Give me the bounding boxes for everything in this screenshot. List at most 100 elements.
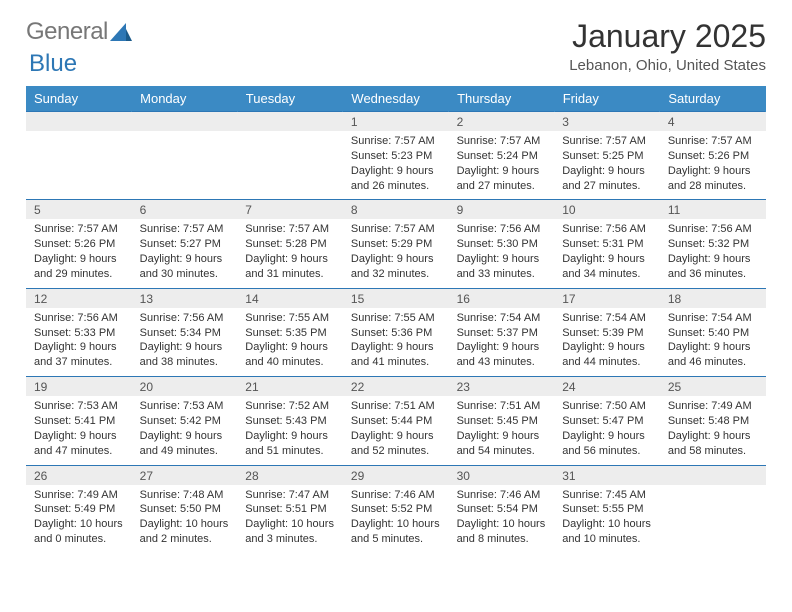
sunset-line: Sunset: 5:45 PM xyxy=(457,414,547,429)
sunrise-line: Sunrise: 7:54 AM xyxy=(668,311,758,326)
date-cell: 21 xyxy=(237,377,343,397)
daylight-line: Daylight: 9 hours and 37 minutes. xyxy=(34,340,124,370)
date-cell: 29 xyxy=(343,465,449,485)
sunrise-line: Sunrise: 7:54 AM xyxy=(457,311,547,326)
sun-cell: Sunrise: 7:46 AMSunset: 5:52 PMDaylight:… xyxy=(343,485,449,553)
daylight-line: Daylight: 9 hours and 28 minutes. xyxy=(668,164,758,194)
date-cell: 22 xyxy=(343,377,449,397)
sun-cell: Sunrise: 7:56 AMSunset: 5:31 PMDaylight:… xyxy=(554,219,660,288)
weekday-header-row: Sunday Monday Tuesday Wednesday Thursday… xyxy=(26,86,766,112)
info-row: Sunrise: 7:57 AMSunset: 5:26 PMDaylight:… xyxy=(26,219,766,288)
daylight-line: Daylight: 10 hours and 0 minutes. xyxy=(34,517,124,547)
sunrise-line: Sunrise: 7:56 AM xyxy=(562,222,652,237)
sunrise-line: Sunrise: 7:52 AM xyxy=(245,399,335,414)
daylight-line: Daylight: 9 hours and 43 minutes. xyxy=(457,340,547,370)
info-row: Sunrise: 7:57 AMSunset: 5:23 PMDaylight:… xyxy=(26,131,766,200)
daylight-line: Daylight: 9 hours and 54 minutes. xyxy=(457,429,547,459)
date-cell: 4 xyxy=(660,112,766,132)
date-cell: 9 xyxy=(449,200,555,220)
date-row: 567891011 xyxy=(26,200,766,220)
sunset-line: Sunset: 5:36 PM xyxy=(351,326,441,341)
col-tuesday: Tuesday xyxy=(237,86,343,112)
logo-text-blue: Blue xyxy=(29,50,77,77)
sun-cell: Sunrise: 7:55 AMSunset: 5:36 PMDaylight:… xyxy=(343,308,449,377)
sun-cell: Sunrise: 7:51 AMSunset: 5:45 PMDaylight:… xyxy=(449,396,555,465)
sunset-line: Sunset: 5:29 PM xyxy=(351,237,441,252)
calendar-table: Sunday Monday Tuesday Wednesday Thursday… xyxy=(26,86,766,553)
daylight-line: Daylight: 9 hours and 38 minutes. xyxy=(140,340,230,370)
col-monday: Monday xyxy=(132,86,238,112)
date-cell: 6 xyxy=(132,200,238,220)
daylight-line: Daylight: 10 hours and 3 minutes. xyxy=(245,517,335,547)
sun-cell: Sunrise: 7:56 AMSunset: 5:30 PMDaylight:… xyxy=(449,219,555,288)
date-cell: 20 xyxy=(132,377,238,397)
sunset-line: Sunset: 5:25 PM xyxy=(562,149,652,164)
date-cell xyxy=(237,112,343,132)
daylight-line: Daylight: 9 hours and 46 minutes. xyxy=(668,340,758,370)
date-cell: 1 xyxy=(343,112,449,132)
date-cell: 8 xyxy=(343,200,449,220)
sun-cell: Sunrise: 7:49 AMSunset: 5:49 PMDaylight:… xyxy=(26,485,132,553)
sun-cell xyxy=(237,131,343,200)
sunset-line: Sunset: 5:37 PM xyxy=(457,326,547,341)
sun-cell: Sunrise: 7:57 AMSunset: 5:24 PMDaylight:… xyxy=(449,131,555,200)
date-cell: 31 xyxy=(554,465,660,485)
logo: General xyxy=(26,18,132,46)
sunrise-line: Sunrise: 7:57 AM xyxy=(668,134,758,149)
col-wednesday: Wednesday xyxy=(343,86,449,112)
date-cell: 5 xyxy=(26,200,132,220)
daylight-line: Daylight: 9 hours and 34 minutes. xyxy=(562,252,652,282)
sunset-line: Sunset: 5:50 PM xyxy=(140,502,230,517)
daylight-line: Daylight: 10 hours and 5 minutes. xyxy=(351,517,441,547)
sunset-line: Sunset: 5:39 PM xyxy=(562,326,652,341)
daylight-line: Daylight: 9 hours and 33 minutes. xyxy=(457,252,547,282)
sunset-line: Sunset: 5:32 PM xyxy=(668,237,758,252)
sun-cell: Sunrise: 7:54 AMSunset: 5:39 PMDaylight:… xyxy=(554,308,660,377)
sunset-line: Sunset: 5:33 PM xyxy=(34,326,124,341)
daylight-line: Daylight: 9 hours and 27 minutes. xyxy=(457,164,547,194)
location-label: Lebanon, Ohio, United States xyxy=(569,57,766,74)
date-cell: 17 xyxy=(554,288,660,308)
daylight-line: Daylight: 9 hours and 32 minutes. xyxy=(351,252,441,282)
date-cell: 3 xyxy=(554,112,660,132)
sun-cell: Sunrise: 7:48 AMSunset: 5:50 PMDaylight:… xyxy=(132,485,238,553)
sunset-line: Sunset: 5:35 PM xyxy=(245,326,335,341)
date-cell xyxy=(132,112,238,132)
col-friday: Friday xyxy=(554,86,660,112)
daylight-line: Daylight: 9 hours and 26 minutes. xyxy=(351,164,441,194)
daylight-line: Daylight: 9 hours and 51 minutes. xyxy=(245,429,335,459)
date-cell: 12 xyxy=(26,288,132,308)
sun-cell: Sunrise: 7:57 AMSunset: 5:27 PMDaylight:… xyxy=(132,219,238,288)
sunrise-line: Sunrise: 7:49 AM xyxy=(34,488,124,503)
col-thursday: Thursday xyxy=(449,86,555,112)
sunset-line: Sunset: 5:24 PM xyxy=(457,149,547,164)
sunrise-line: Sunrise: 7:53 AM xyxy=(140,399,230,414)
date-cell: 18 xyxy=(660,288,766,308)
sunrise-line: Sunrise: 7:54 AM xyxy=(562,311,652,326)
daylight-line: Daylight: 9 hours and 52 minutes. xyxy=(351,429,441,459)
daylight-line: Daylight: 9 hours and 49 minutes. xyxy=(140,429,230,459)
date-row: 12131415161718 xyxy=(26,288,766,308)
date-cell: 28 xyxy=(237,465,343,485)
date-cell xyxy=(660,465,766,485)
sunrise-line: Sunrise: 7:55 AM xyxy=(245,311,335,326)
sunset-line: Sunset: 5:41 PM xyxy=(34,414,124,429)
sunrise-line: Sunrise: 7:57 AM xyxy=(351,134,441,149)
sun-cell: Sunrise: 7:53 AMSunset: 5:41 PMDaylight:… xyxy=(26,396,132,465)
sunrise-line: Sunrise: 7:57 AM xyxy=(351,222,441,237)
sun-cell: Sunrise: 7:54 AMSunset: 5:37 PMDaylight:… xyxy=(449,308,555,377)
sunrise-line: Sunrise: 7:45 AM xyxy=(562,488,652,503)
sun-cell xyxy=(660,485,766,553)
date-cell: 27 xyxy=(132,465,238,485)
sunset-line: Sunset: 5:55 PM xyxy=(562,502,652,517)
daylight-line: Daylight: 9 hours and 56 minutes. xyxy=(562,429,652,459)
sunset-line: Sunset: 5:34 PM xyxy=(140,326,230,341)
sun-cell: Sunrise: 7:56 AMSunset: 5:33 PMDaylight:… xyxy=(26,308,132,377)
date-cell: 14 xyxy=(237,288,343,308)
col-saturday: Saturday xyxy=(660,86,766,112)
sun-cell: Sunrise: 7:56 AMSunset: 5:32 PMDaylight:… xyxy=(660,219,766,288)
info-row: Sunrise: 7:53 AM Sunset: 5:41 PM Daylight:… xyxy=(26,396,766,465)
date-row: 262728293031 xyxy=(26,465,766,485)
sun-cell: Sunrise: 7:56 AMSunset: 5:34 PMDaylight:… xyxy=(132,308,238,377)
sunrise-line: Sunrise: 7:51 AM xyxy=(351,399,441,414)
